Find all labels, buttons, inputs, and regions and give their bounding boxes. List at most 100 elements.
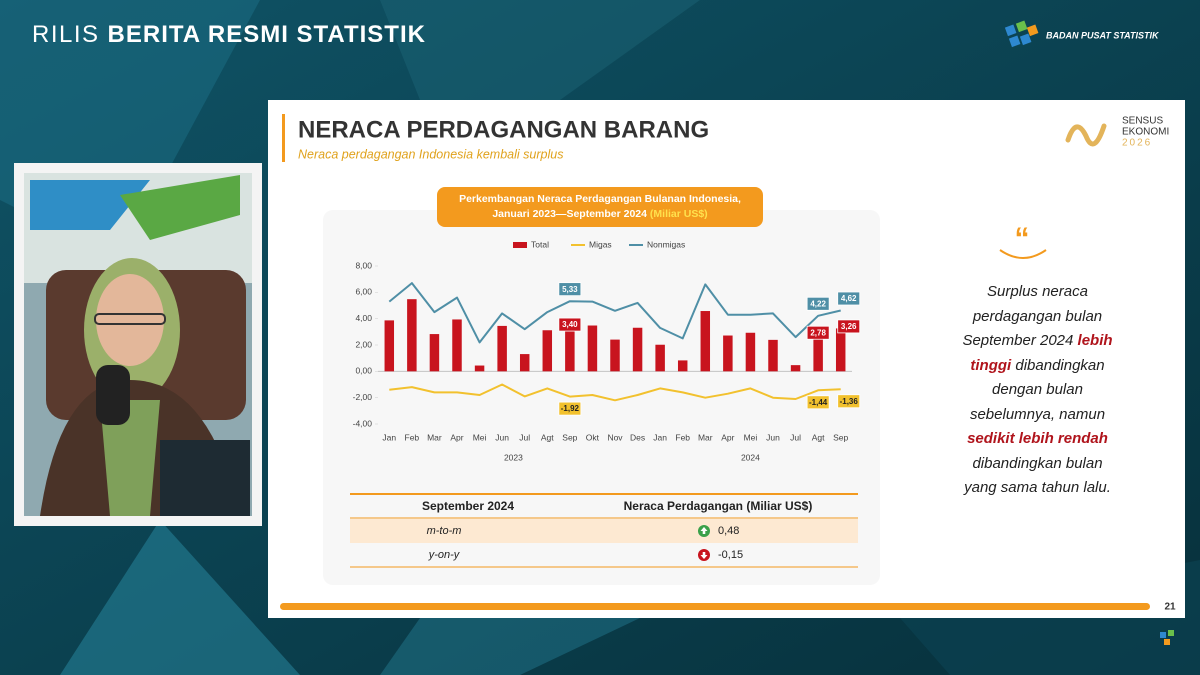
value-label-box [837,291,861,306]
x-group-label: 2023 [504,452,523,462]
legend-swatch [513,242,527,248]
y-tick-label: 8,00 [355,260,372,270]
x-tick-label: Mei [473,432,487,442]
quote-text: perdagangan bulan [972,307,1103,325]
value-label-box [806,395,830,410]
x-tick-label: Jun [766,432,780,442]
y-tick-label: 4,00 [355,313,372,323]
bar [745,332,756,372]
value-label-box [558,282,582,297]
bg-shape [380,618,640,675]
bar [677,360,688,372]
bg-shape [380,0,700,100]
title-accent [282,114,285,162]
quote-line: tinggi dibandingkan [915,354,1160,379]
chart-title-box [437,187,763,227]
value-label: 3,26 [841,322,857,331]
quote-line: dibandingkan bulan [915,452,1160,477]
value-label: -1,36 [840,397,859,406]
chart-title-part: Perkembangan Neraca Perdagangan Bulanan … [459,193,741,205]
chart-title: Perkembangan Neraca Perdagangan Bulanan … [459,193,741,205]
x-tick-label: Jul [519,432,530,442]
logo-text: 2026 [1122,138,1152,149]
bg-shape [60,520,300,675]
legend-label: Nonmigas [647,239,685,249]
value-label: 2,78 [810,328,826,337]
quote-line: perdagangan bulan [915,305,1160,330]
bar [474,365,485,372]
chart-title-part: (Miliar US$) [650,208,708,220]
bar [700,311,711,372]
quote-line: Surplus neraca [915,280,1160,305]
x-tick-label: Okt [586,432,600,442]
x-tick-label: Nov [607,432,623,442]
table-cell: m-to-m [427,525,462,537]
quote-text: sebelumnya, namun [969,405,1106,423]
bar [519,354,530,372]
quote-text: dibandingkan [1011,356,1105,374]
quote-text: dengan bulan [992,381,1083,398]
bar [632,327,643,372]
page-number: 21 [1164,602,1176,613]
bar [610,339,620,372]
quote-mark: “ [1015,222,1030,255]
quote-line: sebelumnya, namun [915,403,1160,428]
x-tick-label: Agt [812,432,825,442]
quote-line: sedikit lebih rendah [915,427,1160,452]
quote-text: Surplus neraca [987,283,1088,300]
quote-line: September 2024 lebih [915,329,1160,354]
chart: Perkembangan Neraca Perdagangan Bulanan … [353,193,861,462]
x-tick-label: Agt [541,432,554,442]
bar [542,330,553,372]
quote-text: lebih [1077,332,1113,349]
header-title-light: RILIS [32,21,100,48]
y-tick-label: -2,00 [353,392,373,402]
header-title: RILIS BERITA RESMI STATISTIK [32,21,426,48]
quote-line: yang sama tahun lalu. [915,476,1160,501]
summary-table: September 2024 Neraca Perdagangan (Milia… [350,493,858,568]
bar [407,299,417,372]
x-tick-label: Sep [833,432,848,442]
bar [723,335,733,372]
org-name: BADAN PUSAT STATISTIK [1046,30,1160,40]
value-label-box [558,317,582,332]
quote-line: dengan bulan [915,378,1160,403]
x-tick-label: Apr [450,432,463,442]
chart-title-part: Januari 2023—September 2024 [492,208,650,220]
value-label-box [558,401,582,416]
y-tick-label: 6,00 [355,287,372,297]
x-tick-label: Des [630,432,645,442]
org-logo [1004,20,1039,48]
table-cell: y-on-y [428,549,461,561]
corner-logo [1160,630,1174,645]
bar [768,339,778,372]
bar [587,325,598,372]
value-label: 5,33 [562,285,578,294]
table-cell: 0,48 [718,525,739,537]
x-tick-label: Apr [721,432,734,442]
logo-text: SENSUS [1122,116,1163,127]
quote: Surplus neraca perdagangan bulan September… [915,280,1160,501]
y-tick-label: 0,00 [355,366,372,376]
quote-text: dibandingkan bulan [972,454,1103,472]
value-label-box [837,394,861,409]
table-header: September 2024 [422,499,514,513]
bar [565,326,575,372]
x-tick-label: Feb [405,432,420,442]
x-tick-label: Mar [427,432,442,442]
slide-subtitle: Neraca perdagangan Indonesia kembali sur… [298,147,563,161]
table-header: Neraca Perdagangan (Miliar US$) [624,499,813,513]
x-tick-label: Jan [653,432,667,442]
presenter-video [14,163,262,526]
line [388,282,841,344]
quote-text: sedikit lebih rendah [967,430,1108,447]
x-tick-label: Feb [675,432,690,442]
slide-title: NERACA PERDAGANGAN BARANG [298,116,709,143]
quote-text: tinggi [970,356,1012,374]
bar [835,328,846,372]
y-tick-label: 2,00 [355,339,372,349]
x-tick-label: Mei [744,432,758,442]
value-label: 4,22 [810,299,826,308]
